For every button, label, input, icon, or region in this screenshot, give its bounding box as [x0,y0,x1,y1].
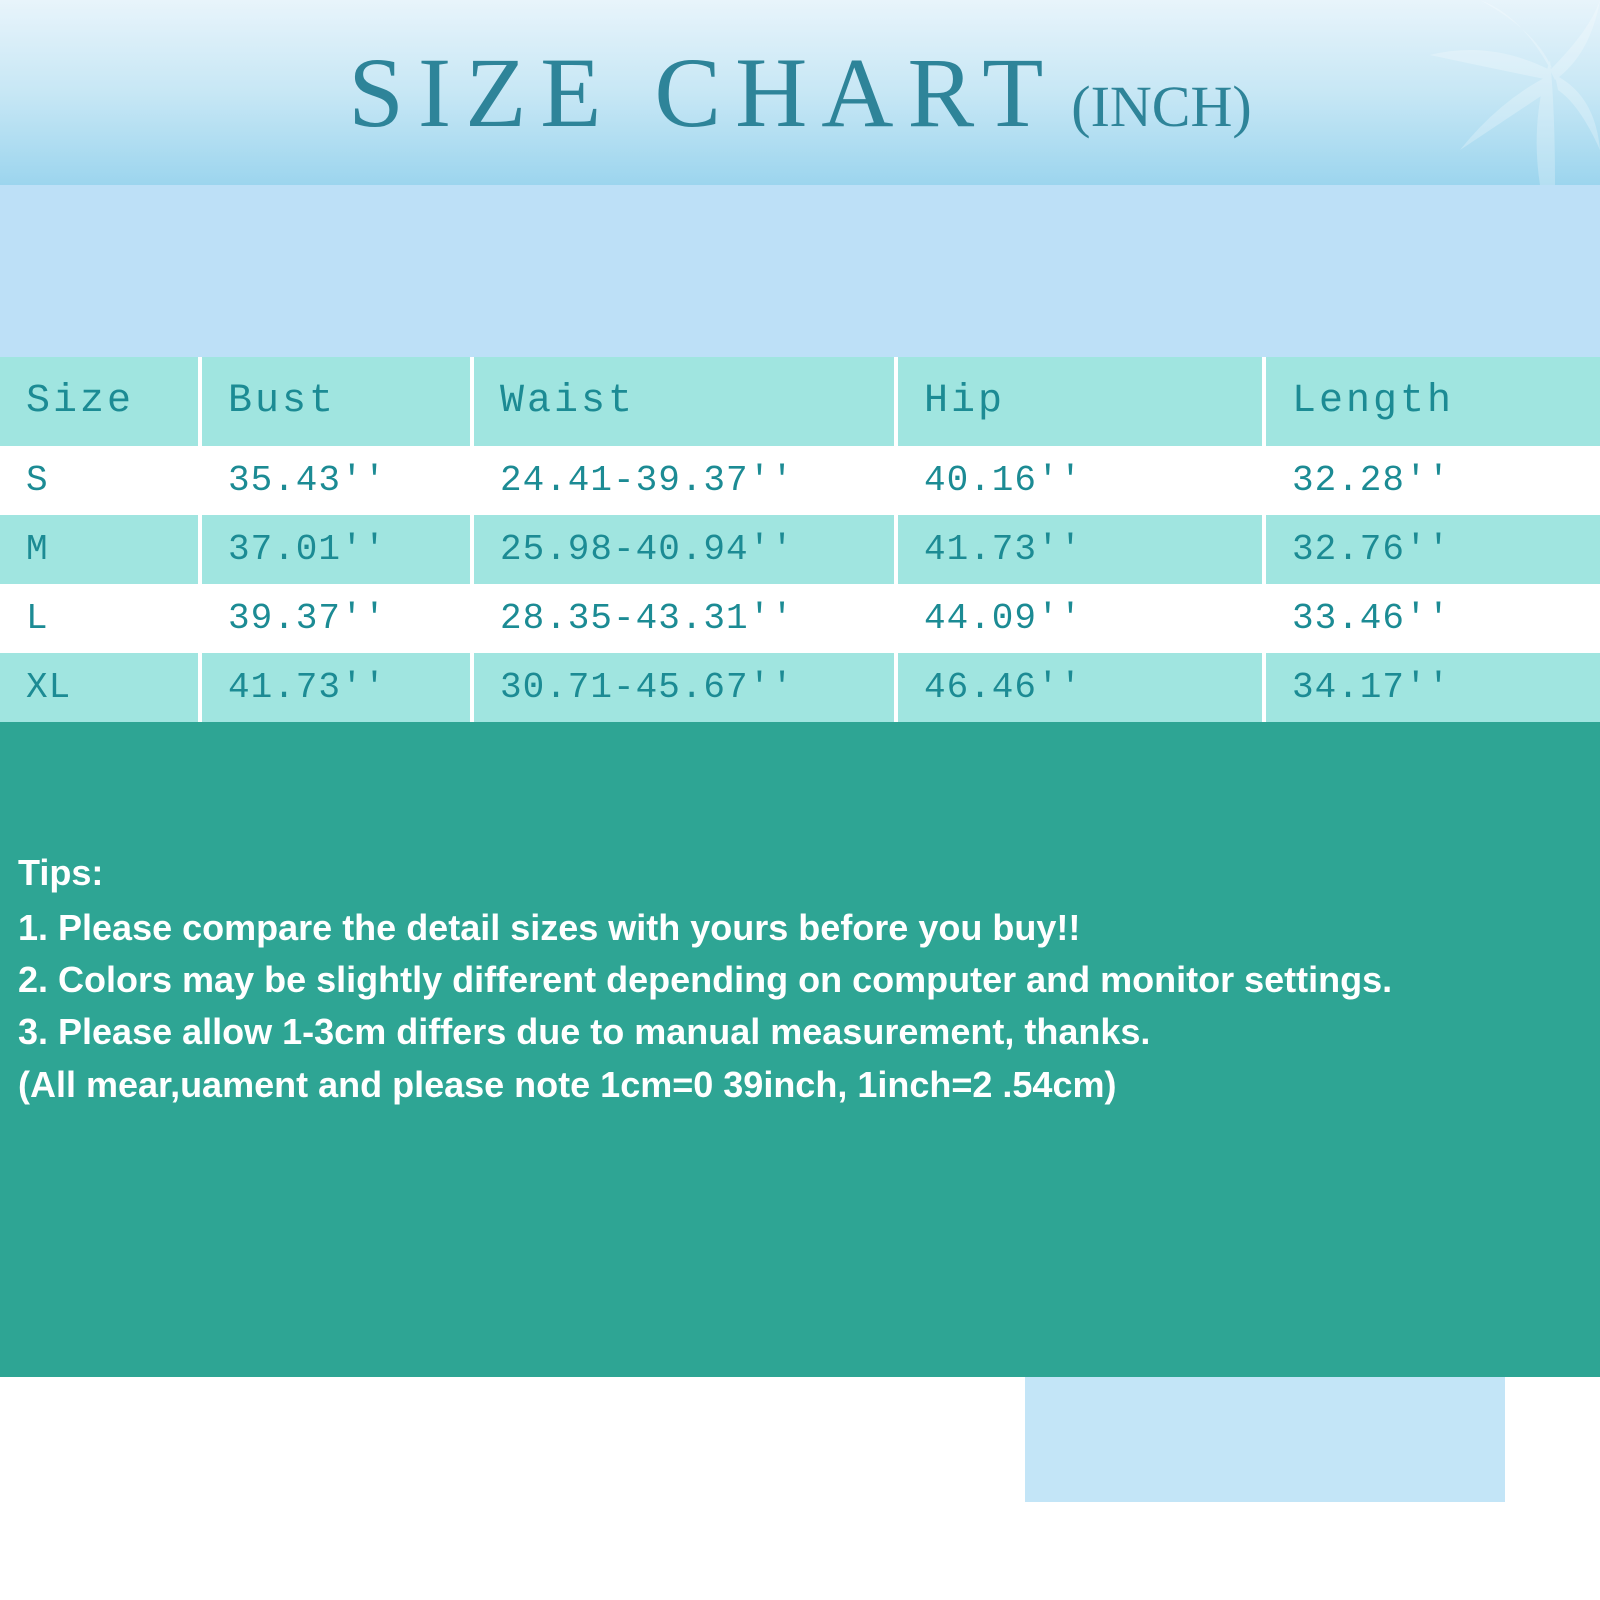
cell-size: S [0,446,200,515]
col-hip: Hip [896,357,1264,446]
title-unit: (INCH) [1071,73,1251,140]
palm-decoration [1340,0,1600,185]
table-row: M 37.01'' 25.98-40.94'' 41.73'' 32.76'' [0,515,1600,584]
tips-line: 3. Please allow 1-3cm differs due to man… [18,1006,1582,1058]
table-header-row: Size Bust Waist Hip Length [0,357,1600,446]
tips-line: (All mear,uament and please note 1cm=0 3… [18,1059,1582,1111]
col-length: Length [1264,357,1600,446]
cell-length: 32.76'' [1264,515,1600,584]
cell-waist: 24.41-39.37'' [472,446,896,515]
cell-hip: 44.09'' [896,584,1264,653]
tips-line: 2. Colors may be slightly different depe… [18,954,1582,1006]
size-table-wrap: Size Bust Waist Hip Length S 35.43'' 24.… [0,357,1600,722]
table-row: S 35.43'' 24.41-39.37'' 40.16'' 32.28'' [0,446,1600,515]
cell-bust: 41.73'' [200,653,472,722]
table-row: XL 41.73'' 30.71-45.67'' 46.46'' 34.17'' [0,653,1600,722]
col-bust: Bust [200,357,472,446]
cell-hip: 40.16'' [896,446,1264,515]
cell-waist: 30.71-45.67'' [472,653,896,722]
footer-band [0,1377,1600,1577]
cell-length: 32.28'' [1264,446,1600,515]
header-band: SIZE CHART (INCH) [0,0,1600,185]
cell-size: L [0,584,200,653]
cell-hip: 41.73'' [896,515,1264,584]
cell-waist: 28.35-43.31'' [472,584,896,653]
table-row: L 39.37'' 28.35-43.31'' 44.09'' 33.46'' [0,584,1600,653]
cell-bust: 39.37'' [200,584,472,653]
mid-band [0,185,1600,357]
cell-hip: 46.46'' [896,653,1264,722]
col-waist: Waist [472,357,896,446]
size-table: Size Bust Waist Hip Length S 35.43'' 24.… [0,357,1600,722]
tips-block: Tips: 1. Please compare the detail sizes… [0,722,1600,1377]
col-size: Size [0,357,200,446]
cell-waist: 25.98-40.94'' [472,515,896,584]
cell-length: 34.17'' [1264,653,1600,722]
title-wrap: SIZE CHART (INCH) [348,35,1251,150]
cell-size: XL [0,653,200,722]
cell-bust: 35.43'' [200,446,472,515]
tips-title: Tips: [18,852,1582,894]
cell-size: M [0,515,200,584]
page-title: SIZE CHART [348,35,1057,150]
tips-line: 1. Please compare the detail sizes with … [18,902,1582,954]
cell-bust: 37.01'' [200,515,472,584]
footer-block [1025,1377,1505,1502]
cell-length: 33.46'' [1264,584,1600,653]
